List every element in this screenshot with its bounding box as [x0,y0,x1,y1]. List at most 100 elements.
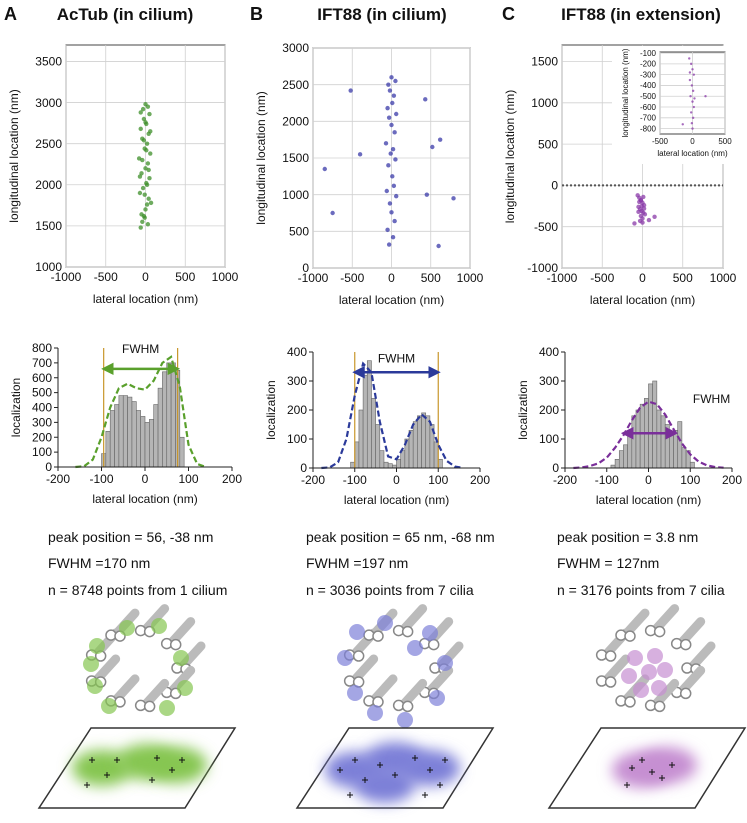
histogram-bar [635,409,641,469]
scatter-point [691,100,694,103]
histogram-bar [664,424,670,469]
y-tick-label: 2000 [35,178,62,192]
scatter-point [147,176,152,181]
scatter-point [640,220,645,225]
scatter-point [688,57,691,60]
microtubule [604,676,617,688]
scatter-point [392,130,397,135]
scatter-point [389,75,394,80]
scatter-point [142,192,147,197]
scatter-point [348,88,353,93]
label-spot [422,625,438,641]
scatter-point [632,221,637,226]
scatter-point [436,243,441,249]
y-tick-label: 800 [32,341,52,355]
y-tick-label: -1000 [527,261,558,275]
localization-cross [377,762,383,768]
y-tick-label: 200 [32,430,52,444]
x-axis-label: lateral location (nm) [590,293,695,307]
label-spot [429,690,445,706]
y-axis-label: localization [516,380,530,439]
microtubule [653,625,666,638]
x-tick-label: 1000 [212,270,239,284]
histogram-bar [639,403,645,469]
y-axis-label: longitudinal location (nm) [621,48,630,137]
label-spot [633,682,649,698]
scatter-point [143,207,148,212]
panel-title: IFT88 (in cilium) [317,5,446,24]
histogram-bar [425,415,431,469]
panel-letter: C [502,4,515,24]
histogram-plot: FWHM 0 100 200 300 400 -200 -100 0 100 200 lateral … [264,345,490,507]
localization-cross [427,767,433,773]
histogram-bar [433,441,439,469]
x-tick-label: 100 [428,473,448,487]
stat-line: n = 8748 points from 1 cilium [48,582,227,598]
histogram-bar [114,404,120,468]
y-tick-label: 400 [287,345,307,359]
y-tick-label: 2500 [282,78,309,92]
scatter-point [386,242,392,247]
scatter-point [689,95,692,98]
fwhm-label: FWHM [122,342,159,356]
localization-cross [179,757,185,763]
histogram-bar [400,450,406,469]
scatter-point [142,215,147,220]
histogram-bar [118,395,124,468]
histogram-bar [350,461,356,469]
stat-line: n = 3176 points from 7 cilia [557,582,725,598]
x-tick-label: 200 [470,473,490,487]
microtubule [653,700,666,713]
y-tick-label: 300 [287,374,307,388]
microtubule [604,650,617,662]
localization-cross [169,767,175,773]
histogram-bar [648,383,653,469]
scatter-point [423,97,428,102]
panel-title: AcTub (in cilium) [57,5,194,24]
y-tick-label: 2500 [35,137,62,151]
scatter-point [646,217,652,223]
histogram-bar [387,463,393,469]
histogram-bar [660,415,666,469]
scatter-point [141,138,147,143]
localization-cross [659,775,665,781]
fit-curve [75,355,207,469]
label-spot [641,664,657,680]
scatter-point [390,100,395,106]
scatter-point [690,62,693,66]
stat-line: n = 3036 points from 7 cilia [306,582,474,598]
scatter-point [139,212,144,217]
label-spot [627,650,643,666]
y-tick-label: 0 [45,460,52,474]
scatter-point [387,88,393,93]
localization-cross [114,757,120,763]
scatter-point [391,183,397,189]
y-tick-label: 0 [302,261,309,275]
histogram-bar [421,412,427,469]
x-tick-label: -1000 [547,271,578,285]
x-tick-label: 1000 [457,271,484,285]
x-tick-label: 0 [639,271,646,285]
scatter-point [393,157,398,162]
localization-cross [84,782,90,788]
scatter-point [642,212,648,217]
localization-cross [392,772,398,778]
histogram-bar [669,432,674,469]
y-tick-label: -400 [640,81,657,90]
scatter-point [390,147,396,152]
y-tick-label: -300 [640,70,657,79]
label-spot [87,678,103,694]
y-tick-label: 3000 [282,41,309,55]
y-tick-label: 500 [32,386,52,400]
x-tick-label: -1000 [51,270,82,284]
scatter-point [652,214,657,219]
histogram-bar [170,362,176,468]
histogram-bar [144,422,150,468]
histogram-bar [417,415,422,469]
y-tick-label: 100 [539,432,559,446]
scatter-point [424,192,430,197]
x-tick-label: 500 [175,270,195,284]
y-tick-label: 500 [289,225,309,239]
histogram-bar [627,435,633,469]
scatter-point [437,137,443,142]
